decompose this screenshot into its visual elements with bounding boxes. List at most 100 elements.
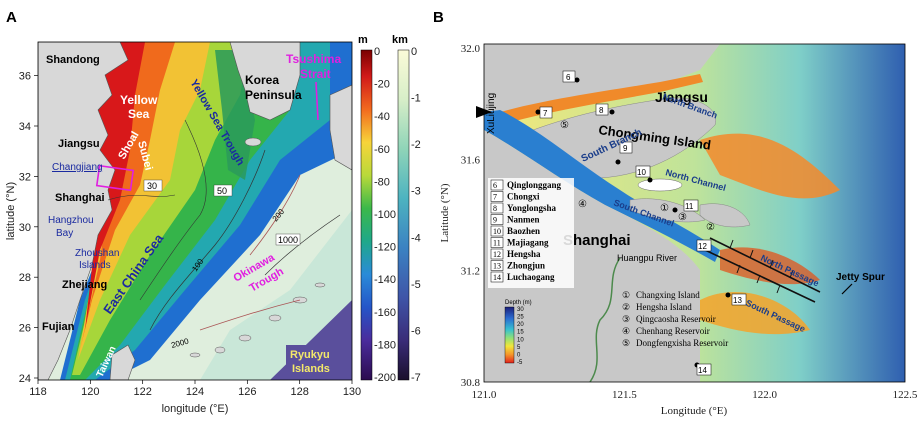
colorbar-tick-label: -80 <box>374 176 390 188</box>
x-tick-label: 121.5 <box>612 389 637 401</box>
colorbar-tick-label: -2 <box>411 139 421 151</box>
colorbar-tick-label: 0 <box>374 46 380 58</box>
station-name: Majiagang <box>507 238 549 248</box>
japan-land <box>329 84 352 171</box>
map-station-6: 6 <box>566 73 571 82</box>
station-number: 11 <box>493 239 501 248</box>
island-name: Chenhang Reservoir <box>636 326 710 336</box>
label-xuliujing: XuLiujing <box>486 93 497 134</box>
mainland-china-land <box>38 42 129 380</box>
panel-b-letter: B <box>433 9 444 26</box>
label-jiangsu: Jiangsu <box>58 138 100 150</box>
panel-b: B <box>433 9 917 417</box>
hengsha-island-shape <box>699 203 751 228</box>
map-station-7: 7 <box>543 109 548 118</box>
colorbar-tick-label: -160 <box>374 307 396 319</box>
station-number: 6 <box>493 181 497 190</box>
x-tick-label: 121.0 <box>472 389 497 401</box>
x-tick-label: 122.5 <box>893 389 917 401</box>
y-tick-label: 24 <box>19 373 31 385</box>
label-huangpu: Huangpu River <box>617 253 677 263</box>
station-number: 14 <box>493 273 501 282</box>
contour-line-200 <box>249 174 301 256</box>
label-shandong: Shandong <box>46 54 100 66</box>
x-tick-label: 122.0 <box>752 389 777 401</box>
label-jiangsu-b: Jiangsu <box>655 89 708 105</box>
label-yellow-sea-1: Yellow <box>120 93 158 107</box>
colorbar-tick-label: -7 <box>411 372 421 384</box>
okinawa-trough-area <box>200 210 352 380</box>
station-number-box <box>490 202 504 214</box>
jetty-spurs <box>729 239 794 294</box>
depth-legend-title: Depth (m) <box>505 300 532 306</box>
x-tick-label: 128 <box>290 386 308 398</box>
jeju-island <box>244 137 262 147</box>
panel-b-x-axis-label: Longitude (°E) <box>661 405 728 417</box>
depth-colorbar <box>504 306 515 364</box>
changjiang-highlight-box <box>95 164 135 192</box>
contour-50-box <box>213 184 233 197</box>
label-hangzhou-1: Hangzhou <box>48 215 94 226</box>
colorbar-m <box>360 49 373 381</box>
station-number-box <box>490 260 504 271</box>
x-tick-label: 124 <box>186 386 204 398</box>
contour-1000-box <box>275 233 301 246</box>
depth-tick-label: 5 <box>517 345 521 351</box>
station-number: 10 <box>493 227 501 236</box>
station-number-box <box>490 191 504 202</box>
contour-line-2000 <box>199 299 301 331</box>
depth-tick-label: 10 <box>517 337 524 343</box>
colorbar-tick-label: -180 <box>374 339 396 351</box>
station-number-box <box>490 237 504 248</box>
station-name: Yonglongsha <box>507 203 557 213</box>
label-zhoushan-1: Zhoushan <box>75 248 119 259</box>
map-island-4: ④ <box>578 199 587 210</box>
contour-line-50 <box>139 119 207 301</box>
label-jetty-spur: Jetty Spur <box>836 272 885 283</box>
depth-tick-label: 0 <box>517 352 521 358</box>
colorbar-tick-label: -5 <box>411 279 421 291</box>
x-tick-label: 118 <box>29 386 47 398</box>
depth-tick-label: 30 <box>517 307 524 313</box>
y-tick-label: 30 <box>19 222 31 234</box>
depth-tick-label: 15 <box>517 330 524 336</box>
island-number: ③ <box>622 314 630 324</box>
contour-line-30 <box>107 194 176 201</box>
colorbar-tick-label: -4 <box>411 232 421 244</box>
jiangsu-land-b <box>484 44 720 118</box>
label-ryukyu-1: Ryukyu <box>290 349 330 361</box>
contour-label-50: 50 <box>217 186 227 196</box>
island-name: Dongfengxisha Reservoir <box>636 338 728 348</box>
tsushima-arrow <box>315 81 319 121</box>
x-tick-label: 120 <box>81 386 99 398</box>
panel-a-x-axis-label: longitude (°E) <box>162 403 229 415</box>
map-island-2: ② <box>706 222 715 233</box>
label-korea-2: Peninsula <box>245 88 302 102</box>
depth-tick-label: -5 <box>517 360 523 366</box>
y-tick-label: 32 <box>19 171 31 183</box>
panel-b-y-ticks: 30.8 31.2 31.6 32.0 <box>461 43 481 389</box>
station-name: Nanmen <box>507 215 540 225</box>
taiwan-land <box>109 344 136 380</box>
ryukyu-label-backdrop <box>286 345 334 375</box>
map-station-12: 12 <box>698 242 707 251</box>
island-number: ④ <box>622 326 630 336</box>
x-tick-label: 130 <box>343 386 361 398</box>
station-list: 6 Qinglonggang 7 Chongxi 8 Yonglongsha 9 Nanmen… <box>490 179 562 283</box>
map-island-3: ③ <box>678 212 687 223</box>
map-island-5: ⑤ <box>560 120 569 131</box>
colorbar-tick-label: -200 <box>374 372 396 384</box>
island-number: ① <box>622 290 630 300</box>
island-name: Qingcaosha Reservoir <box>636 314 716 324</box>
depth-tick-label: 25 <box>517 315 524 321</box>
label-shanghai-b: Shanghai <box>563 232 631 249</box>
north-jetty <box>709 237 821 293</box>
coastal-red <box>85 42 145 330</box>
label-shanghai: Shanghai <box>55 192 105 204</box>
contour-label-1000: 1000 <box>278 235 298 245</box>
y-tick-label: 31.2 <box>461 266 480 278</box>
panel-a-map: Shandong Yellow Sea Yellow Sea Trough Ko… <box>38 42 352 380</box>
